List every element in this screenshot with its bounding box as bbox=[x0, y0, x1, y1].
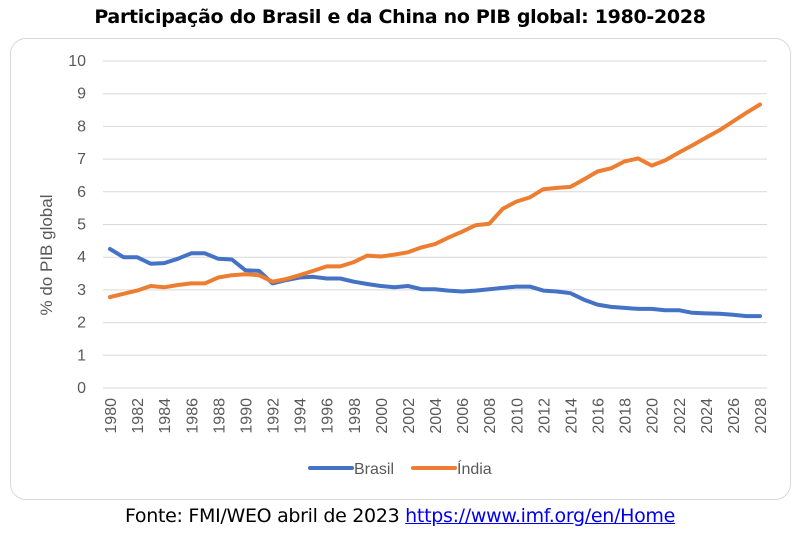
x-tick-label: 2004 bbox=[428, 398, 445, 434]
legend-item-india: Índia bbox=[411, 459, 492, 478]
y-tick-label: 4 bbox=[77, 249, 86, 266]
x-tick-label: 2010 bbox=[509, 398, 526, 434]
chart-frame bbox=[10, 38, 791, 500]
source-text: Fonte: FMI/WEO abril de 2023 bbox=[124, 505, 406, 527]
y-tick-label: 6 bbox=[77, 184, 86, 201]
x-tick-label: 2000 bbox=[374, 398, 391, 434]
x-tick-label: 2014 bbox=[563, 398, 580, 434]
legend-label: Brasil bbox=[354, 461, 394, 478]
y-tick-label: 3 bbox=[77, 282, 86, 299]
source-footer: Fonte: FMI/WEO abril de 2023 https://www… bbox=[0, 505, 800, 527]
x-tick-label: 2020 bbox=[645, 398, 662, 434]
x-tick-label: 1984 bbox=[157, 398, 174, 434]
chart-title: Participação do Brasil e da China no PIB… bbox=[94, 6, 706, 28]
y-tick-label: 0 bbox=[77, 380, 86, 397]
x-tick-label: 2022 bbox=[672, 398, 689, 434]
x-tick-label: 1982 bbox=[130, 398, 147, 434]
x-tick-label: 2024 bbox=[699, 398, 716, 434]
x-tick-label: 1986 bbox=[184, 398, 201, 434]
series-lines bbox=[108, 102, 762, 319]
x-tick-label: 1990 bbox=[238, 398, 255, 434]
legend: Brasil Índia bbox=[308, 459, 492, 478]
x-tick-label: 2018 bbox=[618, 398, 635, 434]
x-tick-label: 2008 bbox=[482, 398, 499, 434]
y-tick-label: 1 bbox=[77, 347, 86, 364]
x-tick-label: 1988 bbox=[211, 398, 228, 434]
x-tick-label: 2016 bbox=[591, 398, 608, 434]
x-tick-label: 1998 bbox=[347, 398, 364, 434]
gridlines bbox=[103, 60, 767, 389]
x-tick-label: 2026 bbox=[726, 398, 743, 434]
series-line-india bbox=[108, 102, 762, 300]
source-link[interactable]: https://www.imf.org/en/Home bbox=[405, 505, 676, 527]
y-axis-label: % do PIB global bbox=[37, 195, 56, 316]
x-tick-label: 2002 bbox=[401, 398, 418, 434]
y-tick-label: 7 bbox=[77, 151, 86, 168]
x-tick-label: 2012 bbox=[536, 398, 553, 434]
y-tick-label: 8 bbox=[77, 118, 86, 135]
series-line-brasil bbox=[108, 247, 762, 319]
legend-label: Índia bbox=[457, 459, 492, 478]
legend-item-brasil: Brasil bbox=[308, 461, 394, 478]
x-tick-label: 2028 bbox=[753, 398, 770, 434]
y-axis-ticks: 0 1 2 3 4 5 6 7 8 9 10 bbox=[68, 53, 86, 397]
y-tick-label: 9 bbox=[77, 86, 86, 103]
x-tick-label: 1994 bbox=[293, 398, 310, 434]
x-tick-label: 1980 bbox=[103, 398, 120, 434]
x-tick-label: 2006 bbox=[455, 398, 472, 434]
y-tick-label: 5 bbox=[77, 217, 86, 234]
x-tick-label: 1996 bbox=[320, 398, 337, 434]
x-tick-label: 1992 bbox=[266, 398, 283, 434]
x-axis-ticks: 1980 1982 1984 1986 1988 1990 1992 1994 1996 1998… bbox=[103, 398, 770, 434]
y-tick-label: 10 bbox=[68, 53, 86, 70]
y-tick-label: 2 bbox=[77, 315, 86, 332]
